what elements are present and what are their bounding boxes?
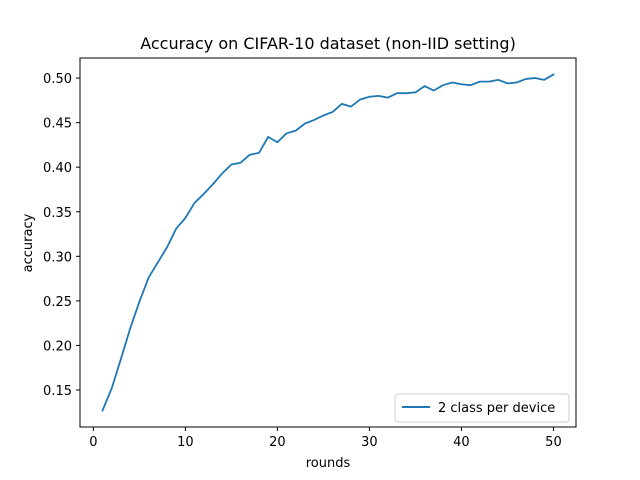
y-axis-label: accuracy	[21, 213, 36, 272]
y-tick-label: 0.50	[43, 72, 72, 87]
x-tick-label: 10	[177, 435, 194, 450]
y-tick-label: 0.35	[43, 206, 72, 221]
x-tick-label: 30	[361, 435, 378, 450]
y-tick-label: 0.45	[43, 117, 72, 132]
legend: 2 class per device	[394, 393, 570, 423]
x-tick-label: 50	[545, 435, 562, 450]
legend-box	[394, 393, 570, 423]
chart-title: Accuracy on CIFAR-10 dataset (non-IID se…	[140, 34, 516, 53]
y-tick-label: 0.40	[43, 161, 72, 176]
plot-area: 0 10 20 30 40 50 0.15 0.20 0.25 0.30 0.35 0.40 0.45 0…	[43, 57, 577, 450]
axes-frame	[79, 57, 577, 428]
y-tick-label: 0.15	[43, 384, 72, 399]
y-tick-label: 0.30	[43, 250, 72, 265]
x-tick-label: 40	[453, 435, 470, 450]
x-tick-label: 0	[89, 435, 97, 450]
y-tick-label: 0.20	[43, 339, 72, 354]
series-line-0	[101, 73, 555, 412]
x-axis-label: rounds	[306, 456, 351, 471]
legend-entry-label: 2 class per device	[438, 401, 555, 416]
y-tick-label: 0.25	[43, 295, 72, 310]
x-tick-label: 20	[269, 435, 286, 450]
